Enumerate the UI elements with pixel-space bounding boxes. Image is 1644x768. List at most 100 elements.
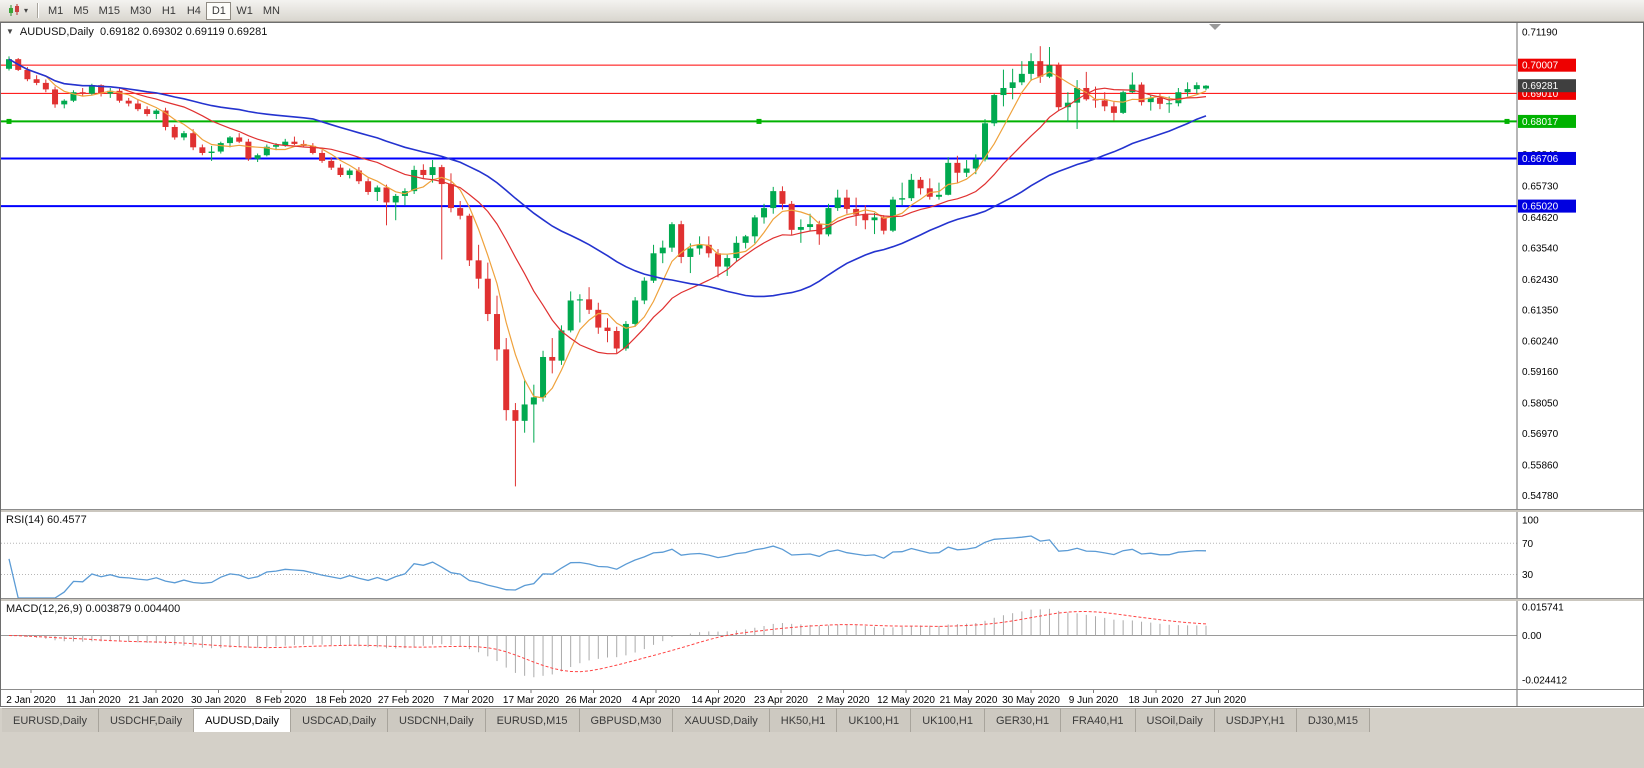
svg-text:26 Mar 2020: 26 Mar 2020: [565, 695, 622, 706]
svg-text:0.62430: 0.62430: [1522, 275, 1559, 286]
hline-selection-handle[interactable]: [756, 118, 762, 124]
time-axis[interactable]: 2 Jan 2020 11 Jan 2020 21 Jan 2020 30 Jan 2…: [1, 689, 1643, 706]
chart-tab-dj30-m15[interactable]: DJ30,M15: [1296, 708, 1370, 732]
price-tag-support-blue-1: [1518, 151, 1576, 165]
svg-text:0.58050: 0.58050: [1522, 399, 1559, 410]
timeframe-button-m30[interactable]: M30: [129, 4, 152, 17]
svg-text:7 Mar 2020: 7 Mar 2020: [443, 695, 494, 706]
timeframe-button-w1[interactable]: W1: [236, 4, 253, 17]
main-chart-canvas[interactable]: 0.711900.700800.689700.679200.668400.657…: [1, 23, 1643, 509]
chart-tab-fra40-h1[interactable]: FRA40,H1: [1061, 708, 1136, 732]
macd-axis-labels: 0.015741 0.00 -0.024412: [1522, 602, 1567, 686]
rsi-label: RSI(14) 60.4577: [6, 514, 87, 526]
candlestick-series: [6, 46, 1209, 487]
timeframe-button-m15[interactable]: M15: [98, 4, 120, 17]
svg-text:0.64620: 0.64620: [1522, 213, 1559, 224]
timeframe-button-m1[interactable]: M1: [48, 4, 64, 17]
chart-tab-usdjpy-h1[interactable]: USDJPY,H1: [1214, 708, 1297, 732]
chart-tab-ger30-h1[interactable]: GER30,H1: [984, 708, 1062, 732]
chart-type-button[interactable]: ▾: [3, 2, 32, 20]
svg-text:0.61350: 0.61350: [1522, 305, 1559, 316]
svg-text:30 May 2020: 30 May 2020: [1002, 695, 1060, 706]
svg-text:-0.024412: -0.024412: [1522, 675, 1567, 686]
svg-text:0.65730: 0.65730: [1522, 182, 1559, 193]
chart-title-text: AUDUSD,Daily 0.69182 0.69302 0.69119 0.6…: [19, 26, 268, 38]
macd-canvas[interactable]: 0.015741 0.00 -0.024412: [1, 601, 1643, 689]
price-tag-current-price: [1518, 79, 1576, 93]
svg-text:18 Feb 2020: 18 Feb 2020: [315, 695, 372, 706]
price-pane: 0.711900.700800.689700.679200.668400.657…: [1, 23, 1643, 509]
horizontal-lines: [1, 64, 1517, 208]
timeframe-button-d1[interactable]: D1: [206, 1, 232, 20]
macd-pane: 0.015741 0.00 -0.024412 MACD(12,26,9) 0.00…: [1, 601, 1643, 689]
ma-fast-line: [8, 58, 1207, 399]
svg-text:4 Apr 2020: 4 Apr 2020: [632, 695, 681, 706]
hline-selection-handle[interactable]: [1504, 118, 1510, 124]
chart-tab-audusd-daily[interactable]: AUDUSD,Daily: [194, 708, 292, 732]
chart-window: 0.711900.700800.689700.679200.668400.657…: [0, 22, 1644, 707]
chart-tab-xauusd-daily[interactable]: XAUUSD,Daily: [673, 708, 770, 732]
chart-tab-usdcad-daily[interactable]: USDCAD,Daily: [291, 708, 389, 732]
chart-tab-usdchf-daily[interactable]: USDCHF,Daily: [98, 708, 195, 732]
svg-text:0.54780: 0.54780: [1522, 491, 1559, 502]
svg-text:30: 30: [1522, 570, 1534, 581]
svg-text:18 Jun 2020: 18 Jun 2020: [1128, 695, 1183, 706]
chart-tab-hk50-h1[interactable]: HK50,H1: [769, 708, 838, 732]
svg-text:2 Jan 2020: 2 Jan 2020: [6, 695, 56, 706]
svg-text:0.66706: 0.66706: [1522, 154, 1559, 165]
timeframe-button-h4[interactable]: H4: [186, 4, 201, 17]
svg-text:0.71190: 0.71190: [1522, 27, 1558, 38]
price-tag-support-blue-2: [1518, 199, 1576, 213]
rsi-axis-labels: 100 70 30: [1522, 515, 1539, 581]
chart-tab-gbpusd-m30[interactable]: GBPUSD,M30: [579, 708, 674, 732]
svg-text:30 Jan 2020: 30 Jan 2020: [191, 695, 246, 706]
svg-text:23 Apr 2020: 23 Apr 2020: [754, 695, 808, 706]
svg-text:0.69010: 0.69010: [1522, 89, 1559, 100]
rsi-pane: 100 70 30 RSI(14) 60.4577: [1, 512, 1643, 598]
rsi-canvas[interactable]: 100 70 30: [1, 512, 1643, 598]
price-tags: 0.70007 0.69010 0.68017 0.66706 0.65020 0.692…: [1518, 58, 1576, 213]
svg-text:0.015741: 0.015741: [1522, 602, 1564, 613]
pane-splitter[interactable]: [1, 598, 1643, 601]
svg-text:12 May 2020: 12 May 2020: [877, 695, 935, 706]
svg-text:0.00: 0.00: [1522, 631, 1542, 642]
svg-text:27 Jun 2020: 27 Jun 2020: [1191, 695, 1246, 706]
timeframe-button-mn[interactable]: MN: [262, 4, 280, 17]
svg-text:0.69281: 0.69281: [1522, 81, 1559, 92]
chart-tab-usoil-daily[interactable]: USOil,Daily: [1135, 708, 1215, 732]
one-click-trading-arrow[interactable]: ▼: [6, 27, 14, 36]
svg-text:11 Jan 2020: 11 Jan 2020: [66, 695, 121, 706]
svg-text:0.60240: 0.60240: [1522, 337, 1559, 348]
svg-text:70: 70: [1522, 539, 1534, 550]
timeframe-button-h1[interactable]: H1: [161, 4, 176, 17]
svg-text:100: 100: [1522, 515, 1539, 526]
time-axis-canvas: 2 Jan 2020 11 Jan 2020 21 Jan 2020 30 Jan 2…: [6, 690, 1518, 706]
pane-splitter[interactable]: [1, 509, 1643, 512]
dropdown-caret-icon: ▾: [24, 5, 29, 15]
svg-text:14 Apr 2020: 14 Apr 2020: [692, 695, 746, 706]
ma-mid-line: [8, 58, 1207, 355]
candlestick-chart-icon: [9, 4, 19, 16]
chart-tab-eurusd-daily[interactable]: EURUSD,Daily: [2, 708, 99, 732]
svg-text:21 May 2020: 21 May 2020: [940, 695, 998, 706]
svg-text:0.56970: 0.56970: [1522, 429, 1559, 440]
chart-tab-usdcnh-daily[interactable]: USDCNH,Daily: [388, 708, 486, 732]
status-area: [0, 732, 1644, 768]
chart-tab-bar: EURUSD,Daily USDCHF,Daily AUDUSD,Daily USDC…: [0, 707, 1644, 732]
toolbar-separator: [37, 3, 39, 18]
timeframe-button-m5[interactable]: M5: [73, 4, 89, 17]
svg-text:0.59160: 0.59160: [1522, 367, 1559, 378]
chart-tab-uk100-h1[interactable]: UK100,H1: [837, 708, 912, 732]
chart-tab-eurusd-m15[interactable]: EURUSD,M15: [485, 708, 580, 732]
hline-selection-handle[interactable]: [6, 118, 12, 124]
price-tag-resistance-1: [1518, 58, 1576, 72]
svg-text:17 Mar 2020: 17 Mar 2020: [503, 695, 560, 706]
chart-tab-uk100-h1[interactable]: UK100,H1: [911, 708, 985, 732]
chart-shift-marker[interactable]: [1209, 24, 1221, 30]
svg-text:27 Feb 2020: 27 Feb 2020: [378, 695, 435, 706]
price-tag-support-green: [1518, 114, 1576, 128]
svg-text:8 Feb 2020: 8 Feb 2020: [256, 695, 307, 706]
ma-slow-line: [8, 58, 1207, 298]
timeframe-buttons: M1 M5 M15 M30 H1 H4 D1 W1 MN: [43, 1, 285, 20]
